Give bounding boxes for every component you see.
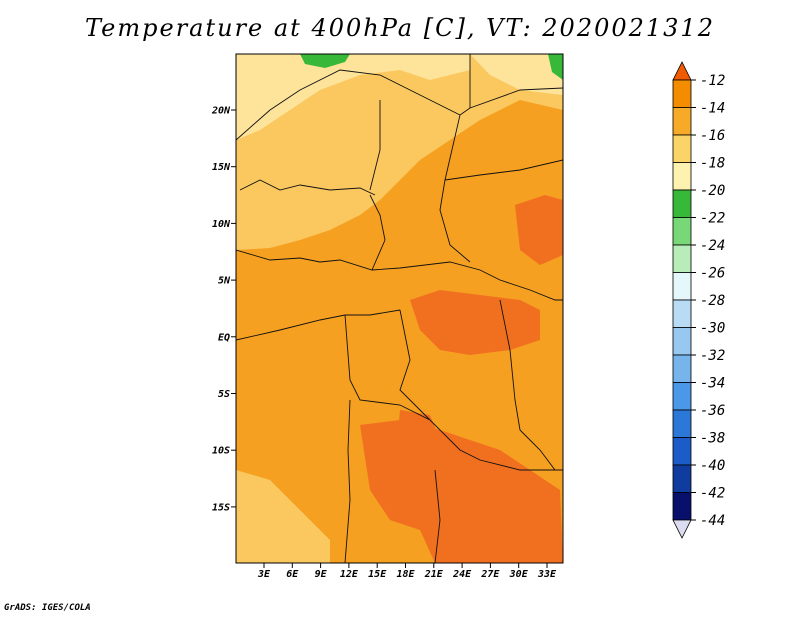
colorbar-segment xyxy=(672,382,692,411)
lon-tick-label: 30E xyxy=(509,569,529,580)
lat-tick-label: 15S xyxy=(212,502,230,513)
credit-label: GrADS: IGES/COLA xyxy=(4,603,91,613)
lon-tick-label: 21E xyxy=(424,569,444,580)
lat-tick-label: 20N xyxy=(211,106,231,117)
lat-tick-label: 5N xyxy=(218,276,231,287)
colorbar-label: -32 xyxy=(700,348,725,364)
colorbar-label: -26 xyxy=(700,266,725,282)
country-borders xyxy=(236,54,563,563)
colorbar-label: -24 xyxy=(700,238,725,254)
field-light-north xyxy=(236,54,563,250)
colorbar-segment xyxy=(672,272,692,301)
lon-tick-label: 15E xyxy=(368,569,387,580)
field-hot-east xyxy=(515,195,563,265)
colorbar-label: -34 xyxy=(700,376,725,392)
lon-tick-label: 6E xyxy=(286,569,299,580)
field-green-ne xyxy=(548,54,563,80)
colorbar-segment xyxy=(672,244,692,273)
colorbar-segment xyxy=(672,107,692,136)
map-frame xyxy=(235,53,564,564)
longitude-axis: 3E 6E 9E 12E 15E 18E 21E 24E 27E 30E 33E xyxy=(257,563,557,580)
colorbar-bottom-arrow xyxy=(672,519,692,539)
border-lines xyxy=(236,54,563,563)
colorbar: -12 -14 -16 -18 -20 -22 -24 -26 -28 -30 -32 -34 -36 -… xyxy=(672,61,725,539)
colorbar-segment xyxy=(672,217,692,246)
colorbar-label: -42 xyxy=(700,486,725,502)
lon-tick-label: 24E xyxy=(452,569,472,580)
field-palest-north xyxy=(236,54,470,140)
colorbar-segment xyxy=(672,299,692,328)
lon-tick-label: 18E xyxy=(396,569,415,580)
field-green-north xyxy=(300,54,350,68)
colorbar-segment xyxy=(672,354,692,383)
colorbar-segment xyxy=(672,189,692,218)
colorbar-label: -16 xyxy=(700,128,725,144)
field-hot-south xyxy=(360,420,563,563)
colorbar-label: -44 xyxy=(700,513,725,529)
field-light-west xyxy=(236,470,330,563)
lat-tick-label: 15N xyxy=(212,162,231,173)
lon-tick-label: 9E xyxy=(315,569,328,580)
colorbar-label: -14 xyxy=(700,101,725,117)
colorbar-label: -30 xyxy=(700,321,725,337)
colorbar-top-arrow xyxy=(672,61,692,81)
colorbar-label: -28 xyxy=(700,293,725,309)
lat-tick-label: EQ xyxy=(218,332,230,343)
colorbar-label: -36 xyxy=(700,403,725,419)
colorbar-segment xyxy=(672,162,692,191)
colorbar-segment xyxy=(672,464,692,493)
colorbar-segment xyxy=(672,409,692,438)
colorbar-segment xyxy=(672,327,692,356)
colorbar-segment xyxy=(672,492,692,521)
lat-tick-label: 5S xyxy=(218,389,230,400)
lon-tick-label: 12E xyxy=(340,569,359,580)
colorbar-label: -18 xyxy=(700,156,725,172)
colorbar-label: -12 xyxy=(700,73,725,89)
latitude-axis: 20N 15N 10N 5N EQ 5S 10S 15S xyxy=(211,106,236,513)
lon-tick-label: 3E xyxy=(257,569,271,580)
plot-title: Temperature at 400hPa [C], VT: 202002131… xyxy=(85,14,715,42)
lat-tick-label: 10N xyxy=(212,219,231,230)
field-pale-ne xyxy=(470,54,563,95)
colorbar-label: -22 xyxy=(700,211,725,227)
colorbar-segment xyxy=(672,437,692,466)
colorbar-label: -20 xyxy=(700,183,725,199)
lon-tick-label: 27E xyxy=(480,569,500,580)
colorbar-segment xyxy=(672,79,692,108)
colorbar-segment xyxy=(672,134,692,163)
lat-tick-label: 10S xyxy=(212,446,230,457)
colorbar-label: -40 xyxy=(700,458,725,474)
colorbar-label: -38 xyxy=(700,431,725,447)
lon-tick-label: 33E xyxy=(537,569,557,580)
temperature-field xyxy=(236,54,563,563)
